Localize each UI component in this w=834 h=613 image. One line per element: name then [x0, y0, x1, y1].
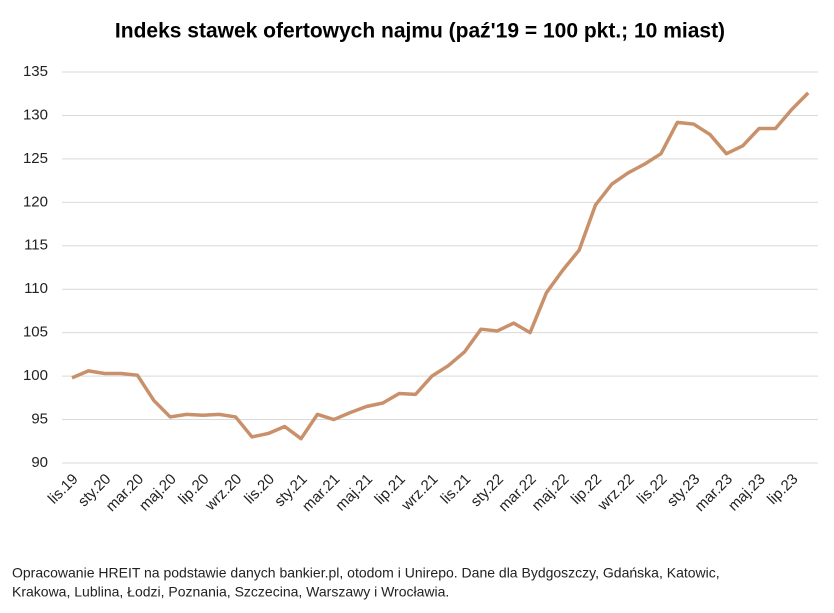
x-tick-label: maj.23 [725, 471, 769, 515]
y-tick-label: 100 [23, 367, 48, 384]
note: Opracowanie HREIT na podstawie danych ba… [12, 565, 720, 581]
x-tick-label: lis.20 [241, 471, 278, 508]
chart-title: Indeks stawek ofertowych najmu (paź'19 =… [115, 20, 725, 43]
note: Krakowa, Lublina, Łodzi, Poznania, Szcze… [12, 584, 449, 600]
x-tick-label: lip.23 [764, 471, 801, 508]
y-tick-label: 115 [24, 237, 48, 254]
y-tick-label: 125 [23, 150, 48, 167]
x-tick-label: mar.20 [103, 471, 147, 515]
x-tick-label: mar.21 [299, 471, 343, 515]
x-tick-label: lis.21 [437, 471, 474, 508]
line-series [71, 91, 810, 441]
x-tick-label: mar.23 [692, 471, 736, 515]
y-tick-label: 110 [24, 280, 48, 297]
y-tick-label: 130 [23, 106, 48, 123]
x-tick-label: lis.22 [634, 471, 671, 508]
x-tick-label: maj.20 [136, 471, 180, 515]
x-tick-label: wrz.22 [594, 471, 638, 515]
x-tick-label: lis.19 [45, 471, 82, 508]
y-tick-label: 90 [31, 454, 48, 471]
x-tick-label: maj.21 [332, 471, 376, 515]
x-tick-label: wrz.20 [201, 471, 245, 515]
y-tick-label: 120 [23, 193, 48, 210]
y-tick-label: 105 [23, 324, 48, 341]
x-tick-label: wrz.21 [398, 471, 442, 515]
y-tick-label: 135 [23, 63, 48, 80]
x-tick-label: maj.22 [529, 471, 573, 515]
y-tick-label: 95 [31, 411, 48, 428]
x-tick-label: mar.22 [495, 471, 539, 515]
